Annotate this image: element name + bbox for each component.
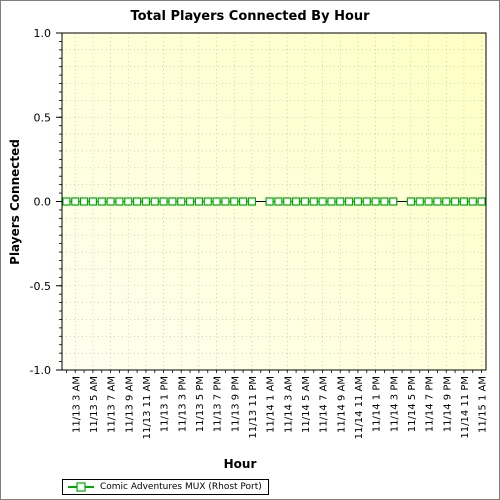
x-axis-title: Hour xyxy=(223,457,257,471)
data-point xyxy=(194,197,204,206)
x-tick-label: 11/13 3 AM xyxy=(71,376,82,433)
data-point xyxy=(238,197,248,206)
data-point xyxy=(88,197,98,206)
legend-swatch-series-1 xyxy=(68,482,94,492)
data-point xyxy=(124,197,133,206)
x-tick-label: 11/14 1 AM xyxy=(266,376,277,433)
data-point xyxy=(459,197,469,206)
data-point xyxy=(115,197,124,206)
x-tick-label: 11/15 1 AM xyxy=(478,376,489,433)
x-tick-label: 11/14 11 PM xyxy=(460,376,471,439)
data-point xyxy=(468,197,477,206)
data-point xyxy=(62,197,71,206)
data-point xyxy=(433,197,442,206)
legend: Comic Adventures MUX (Rhost Port) xyxy=(62,479,269,495)
x-tick-label: 11/14 11 AM xyxy=(354,376,365,439)
data-point xyxy=(389,197,398,206)
x-tick-label: 11/14 7 PM xyxy=(425,376,436,432)
data-point xyxy=(406,197,416,206)
data-point xyxy=(230,197,239,206)
data-point xyxy=(344,197,354,206)
data-point xyxy=(132,197,142,206)
x-tick-label: 11/13 9 AM xyxy=(124,376,135,433)
data-point xyxy=(327,197,336,206)
data-point xyxy=(300,197,310,206)
x-tick-label: 11/13 7 AM xyxy=(107,376,118,433)
data-point xyxy=(424,197,433,206)
legend-label-series-1: Comic Adventures MUX (Rhost Port) xyxy=(100,482,262,492)
x-tick-label: 11/13 5 PM xyxy=(195,376,206,432)
data-point xyxy=(283,197,292,206)
data-point xyxy=(450,197,460,206)
chart-title: Total Players Connected By Hour xyxy=(130,9,370,24)
x-tick-labels: 11/13 3 AM 11/13 5 AM 11/13 7 AM 11/13 9 AM… xyxy=(71,376,488,439)
x-tick-label: 11/14 5 PM xyxy=(407,376,418,432)
data-point xyxy=(177,197,186,206)
x-tick-label: 11/13 3 PM xyxy=(177,376,188,432)
data-point xyxy=(353,197,363,206)
data-point xyxy=(442,197,451,206)
x-tick-label: 11/13 7 PM xyxy=(213,376,224,432)
data-point xyxy=(291,197,301,206)
x-tick-label: 11/14 1 PM xyxy=(372,376,383,432)
x-tick-label: 11/13 11 PM xyxy=(248,376,259,439)
data-point xyxy=(203,197,212,206)
x-tick-label: 11/13 9 PM xyxy=(230,376,241,432)
x-tick-label: 11/14 9 AM xyxy=(336,376,347,433)
x-tick-label: 11/14 3 AM xyxy=(283,376,294,433)
data-point xyxy=(141,197,151,206)
data-point xyxy=(309,197,318,206)
y-tick-label: 0.5 xyxy=(34,111,52,124)
x-tick-label: 11/14 3 PM xyxy=(389,376,400,432)
data-points xyxy=(62,197,486,206)
x-tick-label: 11/14 5 AM xyxy=(301,376,312,433)
data-point xyxy=(362,197,371,206)
data-point xyxy=(336,197,345,206)
y-tick-label: 1.0 xyxy=(34,27,52,40)
data-point xyxy=(212,197,221,206)
y-tick-label: 0.0 xyxy=(34,196,52,209)
data-point xyxy=(221,197,230,206)
data-point xyxy=(371,197,380,206)
data-point xyxy=(380,197,389,206)
data-point xyxy=(79,197,89,206)
data-point xyxy=(150,197,159,206)
data-point xyxy=(247,197,257,206)
data-point xyxy=(159,197,168,206)
data-point xyxy=(415,197,424,206)
data-point xyxy=(318,197,327,206)
plot-border xyxy=(61,32,487,371)
data-point xyxy=(185,197,195,206)
data-point xyxy=(106,197,115,206)
data-point xyxy=(71,197,80,206)
data-point xyxy=(265,197,274,206)
data-point xyxy=(168,197,177,206)
y-tick-labels: 1.0 0.5 0.0 -0.5 -1.0 xyxy=(30,27,51,377)
data-point xyxy=(97,197,106,206)
x-tick-label: 11/13 11 AM xyxy=(142,376,153,439)
y-tick-label: -0.5 xyxy=(30,280,51,293)
x-tick-label: 11/13 5 AM xyxy=(89,376,100,433)
y-tick-label: -1.0 xyxy=(30,364,51,377)
x-tick-label: 11/14 9 PM xyxy=(442,376,453,432)
x-tick-label: 11/13 1 PM xyxy=(160,376,171,432)
data-point xyxy=(274,197,283,206)
data-point xyxy=(477,197,486,206)
x-tick-label: 11/14 7 AM xyxy=(319,376,330,433)
